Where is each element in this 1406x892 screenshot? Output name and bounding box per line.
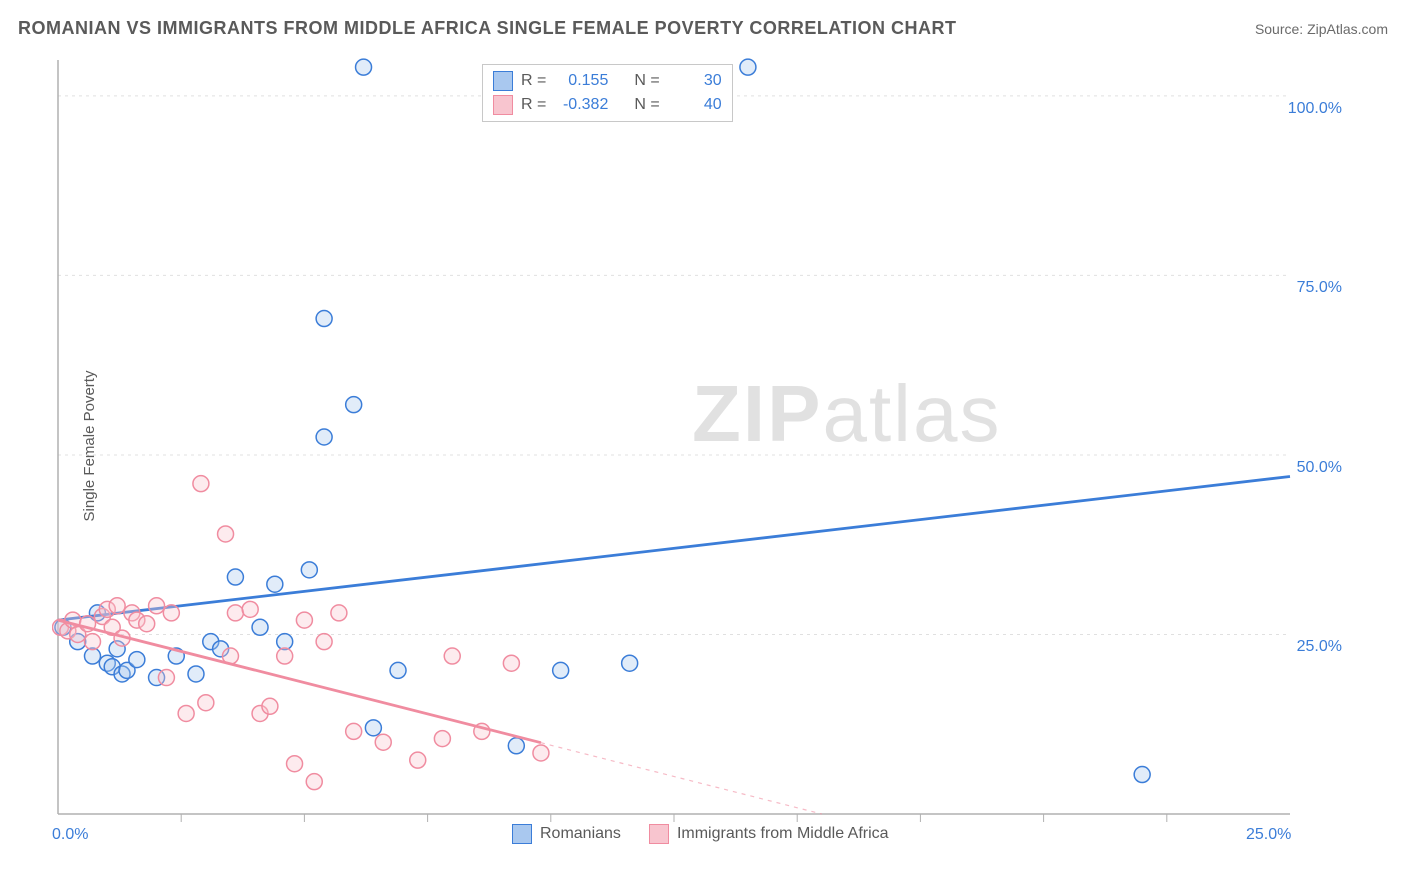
n-value-immigrants: 40 [668, 96, 722, 114]
r-label: R = [521, 72, 546, 90]
legend-label-immigrants: Immigrants from Middle Africa [677, 825, 889, 843]
legend-item-romanians: Romanians [512, 824, 621, 844]
source-prefix: Source: [1255, 21, 1307, 37]
chart-area: ZIPatlas R = 0.155 N = 30 R = -0.382 N =… [52, 58, 1342, 848]
legend-item-immigrants: Immigrants from Middle Africa [649, 824, 889, 844]
r-value-immigrants: -0.382 [554, 96, 608, 114]
y-tick-label: 100.0% [1288, 100, 1342, 118]
swatch-romanians [493, 71, 513, 91]
source-name: ZipAtlas.com [1307, 21, 1388, 37]
legend-stat-row: R = -0.382 N = 40 [493, 93, 722, 117]
r-value-romanians: 0.155 [554, 72, 608, 90]
swatch-immigrants [649, 824, 669, 844]
y-tick-label: 25.0% [1297, 638, 1342, 656]
legend-stat-row: R = 0.155 N = 30 [493, 69, 722, 93]
source-attribution: Source: ZipAtlas.com [1255, 21, 1388, 37]
x-tick-label: 0.0% [52, 826, 88, 844]
x-tick-label: 25.0% [1246, 826, 1291, 844]
legend-statistics: R = 0.155 N = 30 R = -0.382 N = 40 [482, 64, 733, 122]
legend-series: Romanians Immigrants from Middle Africa [512, 824, 889, 844]
chart-title: ROMANIAN VS IMMIGRANTS FROM MIDDLE AFRIC… [18, 18, 957, 39]
header-row: ROMANIAN VS IMMIGRANTS FROM MIDDLE AFRIC… [18, 18, 1388, 39]
scatter-plot [52, 58, 1342, 848]
y-tick-label: 75.0% [1297, 279, 1342, 297]
n-label: N = [634, 72, 659, 90]
n-value-romanians: 30 [668, 72, 722, 90]
swatch-romanians [512, 824, 532, 844]
swatch-immigrants [493, 95, 513, 115]
y-tick-label: 50.0% [1297, 459, 1342, 477]
n-label: N = [634, 96, 659, 114]
legend-label-romanians: Romanians [540, 825, 621, 843]
r-label: R = [521, 96, 546, 114]
